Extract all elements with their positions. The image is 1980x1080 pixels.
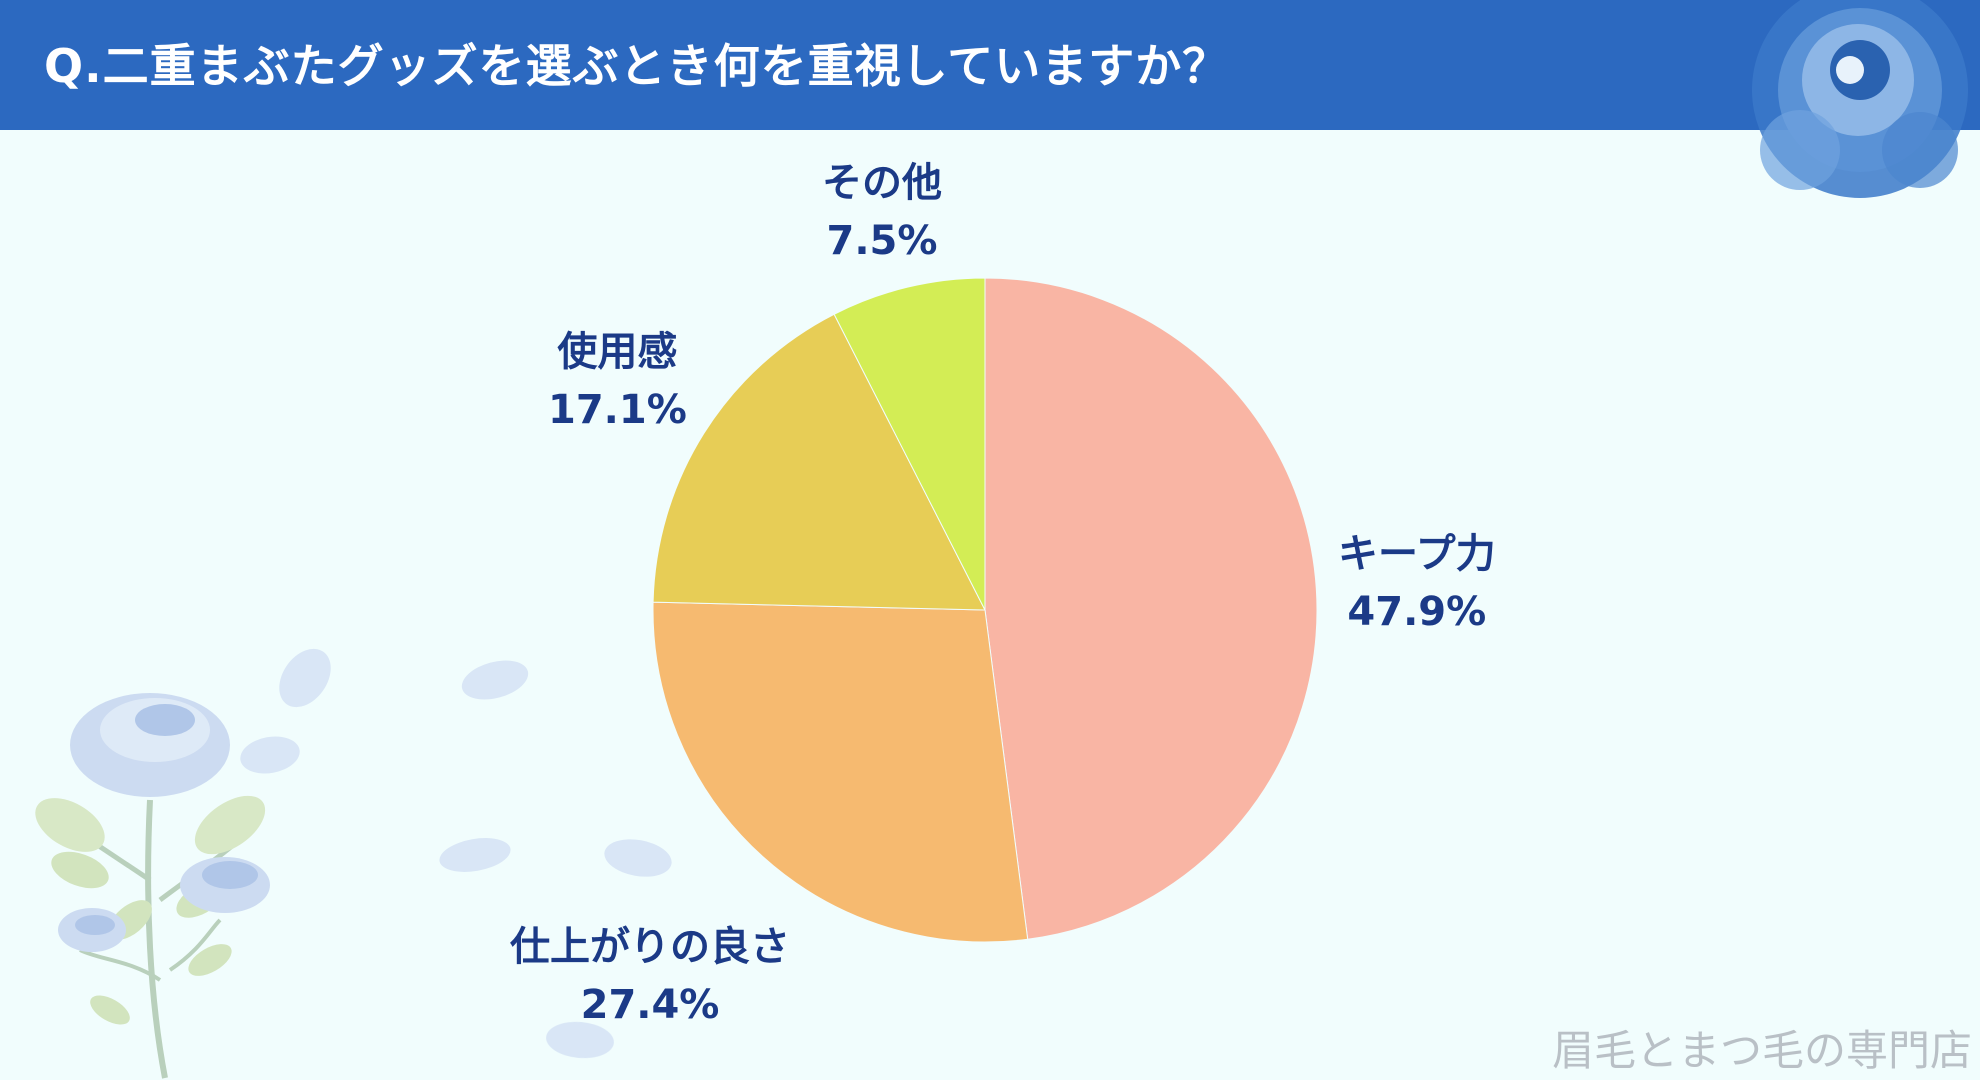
slice-value: 17.1% (548, 387, 687, 433)
slice-name: キープ力 (1338, 531, 1496, 577)
pie-slice-3 (833, 277, 986, 611)
slice-label-finish: 仕上がりの良さ 27.4% (510, 918, 790, 1034)
pie-slice-0 (984, 277, 1318, 940)
slice-label-other: その他 7.5% (822, 154, 942, 270)
slice-value: 27.4% (580, 982, 720, 1028)
slice-label-usability: 使用感 17.1% (548, 323, 687, 439)
slice-value: 47.9% (1347, 589, 1487, 635)
header-bar: Q.二重まぶたグッズを選ぶとき何を重視していますか？ (0, 0, 1980, 130)
pie-slice-1 (652, 601, 1029, 943)
pie-slice-2 (652, 313, 986, 611)
watermark: 眉毛とまつ毛の専門店 (1551, 1026, 1972, 1075)
slice-name: その他 (822, 160, 942, 206)
slice-name: 仕上がりの良さ (510, 924, 790, 970)
slice-label-keep: キープ力 47.9% (1338, 525, 1496, 641)
slice-value: 7.5% (826, 218, 938, 264)
slice-name: 使用感 (557, 329, 678, 375)
page-title: Q.二重まぶたグッズを選ぶとき何を重視していますか？ (44, 39, 1230, 93)
